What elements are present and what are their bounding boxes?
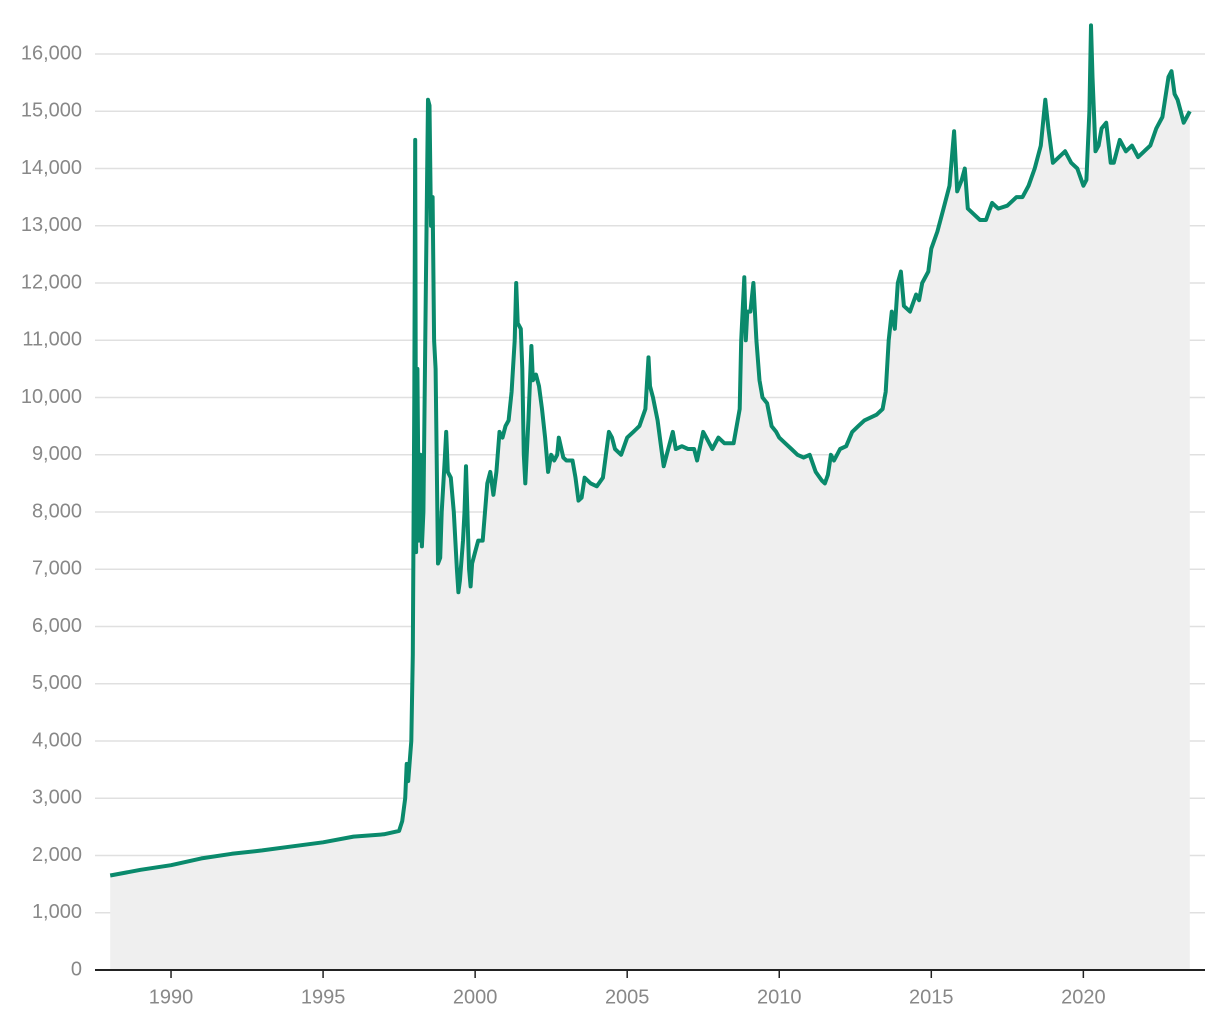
y-tick-label: 13,000 — [21, 214, 82, 236]
y-tick-label: 8,000 — [32, 500, 82, 522]
y-tick-label: 4,000 — [32, 729, 82, 751]
y-tick-label: 10,000 — [21, 386, 82, 408]
y-tick-label: 6,000 — [32, 615, 82, 637]
x-tick-label: 2020 — [1061, 986, 1106, 1008]
y-tick-label: 1,000 — [32, 901, 82, 923]
y-tick-label: 5,000 — [32, 672, 82, 694]
y-tick-label: 9,000 — [32, 443, 82, 465]
y-tick-label: 2,000 — [32, 844, 82, 866]
y-tick-label: 14,000 — [21, 157, 82, 179]
y-tick-label: 15,000 — [21, 100, 82, 122]
area — [110, 25, 1190, 970]
y-tick-label: 11,000 — [22, 329, 82, 351]
x-tick-label: 2005 — [605, 986, 650, 1008]
y-tick-label: 12,000 — [21, 271, 82, 293]
y-tick-label: 7,000 — [32, 558, 82, 580]
y-tick-label: 0 — [71, 958, 82, 980]
y-tick-label: 16,000 — [21, 42, 82, 64]
x-tick-label: 2000 — [453, 986, 498, 1008]
y-tick-label: 3,000 — [32, 787, 82, 809]
x-tick-label: 2015 — [909, 986, 954, 1008]
x-tick-label: 1990 — [149, 986, 194, 1008]
x-tick-label: 2010 — [757, 986, 802, 1008]
line — [109, 23, 1192, 878]
x-tick-label: 1995 — [301, 986, 346, 1008]
